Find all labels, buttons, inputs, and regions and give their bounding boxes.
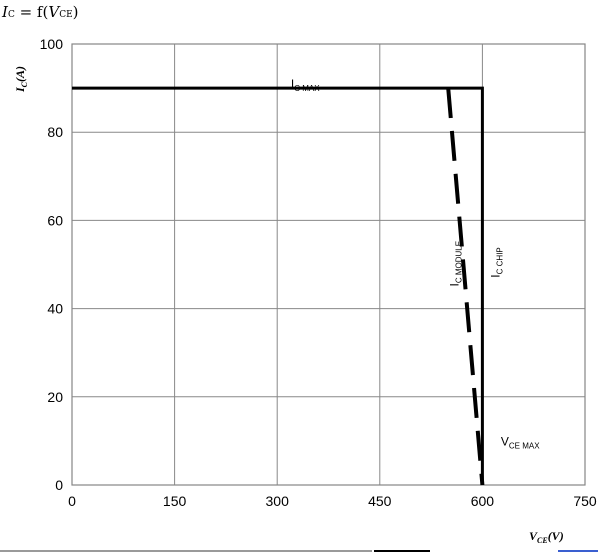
y-axis-label: IC(A) bbox=[13, 66, 29, 93]
x-tick-label-4: 600 bbox=[471, 493, 495, 509]
annotation-3-sub: CE MAX bbox=[509, 441, 540, 450]
x-tick-label-5: 750 bbox=[573, 493, 597, 509]
title-arg-sub: CE bbox=[59, 10, 73, 20]
chart-title: IC = f(VCE) bbox=[2, 3, 79, 21]
footer-rule-mid bbox=[374, 550, 430, 552]
plot-border bbox=[71, 43, 586, 486]
footer-rule-left bbox=[0, 550, 372, 552]
annotation-3: VCE MAX bbox=[501, 434, 540, 450]
annotation-1: IC MODULE bbox=[448, 241, 464, 287]
series-group bbox=[72, 86, 485, 486]
tick-labels: 0 150 300 450 600 750 0 20 40 60 80 100 bbox=[40, 36, 597, 509]
title-symbol-sub: C bbox=[7, 10, 15, 20]
grid-lines bbox=[71, 43, 586, 486]
y-tick-label-2: 40 bbox=[47, 301, 63, 317]
y-axis-label-unit: (A) bbox=[13, 66, 27, 82]
series-line-1 bbox=[446, 87, 485, 486]
footer-rule-right bbox=[558, 550, 598, 552]
y-tick-label-0: 0 bbox=[55, 477, 63, 493]
title-equals: = f( bbox=[14, 3, 49, 21]
annotation-3-main: V bbox=[501, 434, 509, 448]
y-axis-label-main: I bbox=[13, 86, 27, 93]
x-tick-label-0: 0 bbox=[68, 493, 76, 509]
y-tick-label-1: 20 bbox=[47, 389, 63, 405]
x-axis-label-main: V bbox=[529, 529, 538, 543]
title-arg: V bbox=[48, 3, 60, 21]
x-tick-label-2: 300 bbox=[266, 493, 290, 509]
y-tick-label-5: 100 bbox=[40, 36, 64, 52]
x-axis-label-sub: CE bbox=[537, 536, 548, 545]
annotation-2-sub: C CHIP bbox=[496, 247, 505, 274]
x-tick-label-3: 450 bbox=[368, 493, 392, 509]
annotation-2: IC CHIP bbox=[489, 247, 505, 277]
series-line-0 bbox=[72, 86, 484, 485]
annotation-1-sub: C MODULE bbox=[455, 241, 464, 283]
annotation-0: IC MAX bbox=[291, 77, 320, 93]
annotation-2-main: I bbox=[489, 274, 503, 277]
x-tick-label-1: 150 bbox=[163, 493, 187, 509]
x-axis-label-unit: (V) bbox=[548, 529, 564, 543]
annotation-0-sub: C MAX bbox=[294, 84, 320, 93]
y-axis-label-sub: C bbox=[20, 81, 29, 87]
y-tick-label-3: 60 bbox=[47, 212, 63, 228]
annotation-0-main: I bbox=[291, 77, 294, 91]
x-axis-label: VCE(V) bbox=[529, 529, 564, 545]
title-close: ) bbox=[72, 3, 79, 21]
y-tick-label-4: 80 bbox=[47, 124, 63, 140]
title-symbol: I bbox=[2, 3, 8, 21]
annotation-1-main: I bbox=[448, 283, 462, 286]
